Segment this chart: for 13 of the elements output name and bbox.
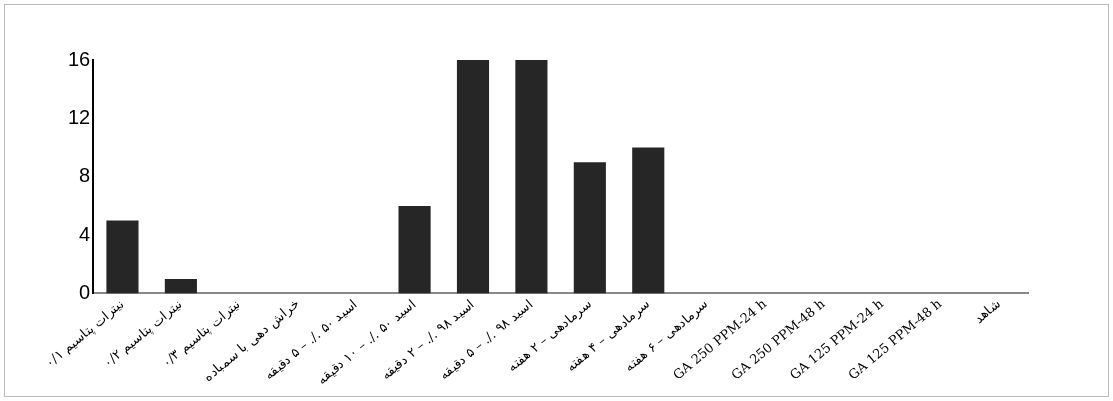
x-tick-label: شاهد: [971, 295, 1003, 326]
bar: [515, 60, 548, 294]
y-tick-label: 12: [68, 105, 91, 128]
bar: [573, 162, 606, 294]
y-tick-label: 0: [79, 280, 91, 303]
bar: [106, 220, 139, 294]
y-tick-label: 16: [68, 47, 91, 70]
y-tick-label: 4: [79, 222, 91, 245]
bar: [456, 60, 490, 294]
bar: [632, 147, 665, 294]
y-tick-label: 8: [79, 164, 91, 187]
bar: [398, 205, 431, 294]
bar: [164, 278, 197, 294]
